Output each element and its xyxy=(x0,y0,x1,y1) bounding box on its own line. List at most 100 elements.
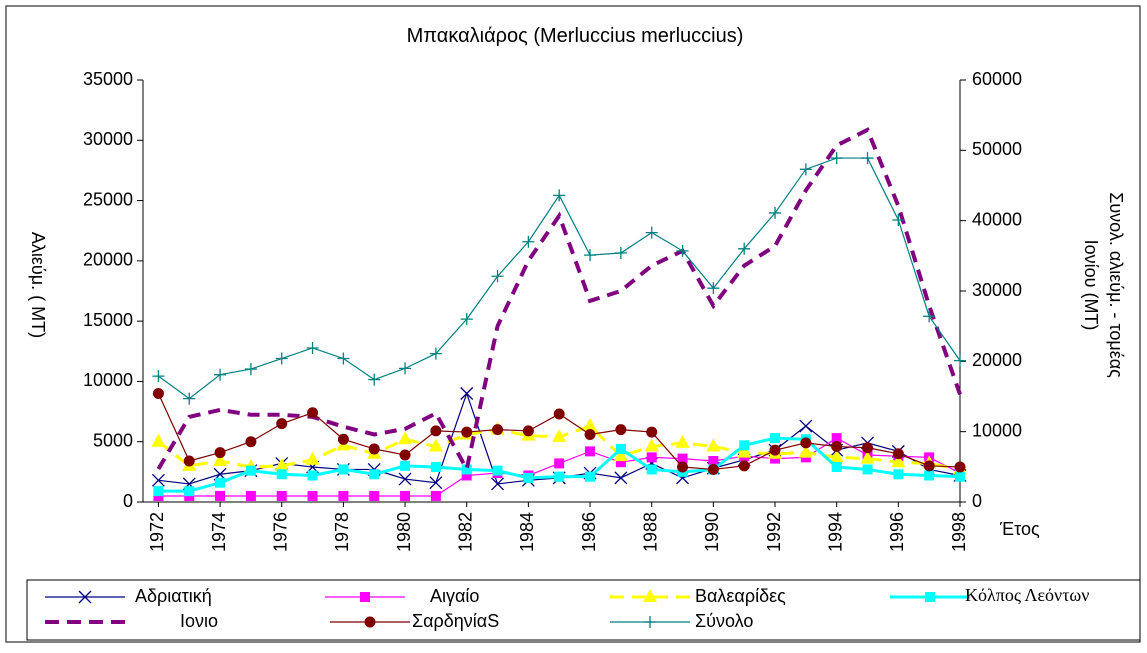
marker xyxy=(585,446,596,457)
x-tick-label: 1976 xyxy=(270,512,290,552)
x-tick-label: 1974 xyxy=(209,512,229,552)
marker xyxy=(369,469,380,480)
marker xyxy=(276,469,287,480)
marker xyxy=(677,461,689,473)
marker xyxy=(614,247,627,260)
x-tick-label: 1982 xyxy=(455,512,475,552)
marker xyxy=(307,407,319,419)
marker xyxy=(613,448,628,462)
marker xyxy=(215,477,226,488)
y2-tick-label: 40000 xyxy=(972,209,1022,229)
marker xyxy=(615,457,626,468)
marker xyxy=(491,477,505,491)
marker xyxy=(215,490,226,501)
y-tick-label: 25000 xyxy=(83,189,133,209)
y-tick-label: 20000 xyxy=(83,250,133,270)
x-tick-label: 1996 xyxy=(887,512,907,552)
marker xyxy=(306,341,319,354)
marker xyxy=(307,490,318,501)
marker xyxy=(646,426,658,438)
marker xyxy=(398,431,413,445)
marker xyxy=(554,471,565,482)
marker xyxy=(955,471,965,482)
marker xyxy=(861,152,874,165)
marker xyxy=(214,368,227,381)
marker xyxy=(338,464,349,475)
y-tick-label: 5000 xyxy=(93,430,133,450)
x-tick-label: 1988 xyxy=(640,512,660,552)
marker xyxy=(492,424,504,436)
marker xyxy=(645,226,658,239)
marker xyxy=(923,460,935,472)
marker xyxy=(706,438,721,452)
marker xyxy=(369,490,380,501)
series-line xyxy=(156,127,962,475)
y2-tick-label: 20000 xyxy=(972,350,1022,370)
marker xyxy=(184,486,195,497)
marker xyxy=(769,206,782,219)
marker xyxy=(677,453,688,464)
marker xyxy=(738,460,750,472)
marker xyxy=(245,465,256,476)
marker xyxy=(584,428,596,440)
marker xyxy=(430,462,441,473)
marker xyxy=(245,436,257,448)
marker xyxy=(954,354,966,367)
marker xyxy=(151,473,165,487)
marker xyxy=(925,592,935,602)
marker xyxy=(954,461,966,473)
marker xyxy=(585,471,596,482)
marker xyxy=(891,454,906,468)
chart-title: Μπακαλιάρος (Merluccius merluccius) xyxy=(407,25,744,47)
legend-label: Αδριατική xyxy=(135,586,212,606)
marker xyxy=(831,433,842,444)
marker xyxy=(892,213,905,226)
y2-tick-label: 50000 xyxy=(972,139,1022,159)
marker xyxy=(338,490,349,501)
marker xyxy=(430,490,441,501)
marker xyxy=(276,418,288,430)
x-tick-label: 1992 xyxy=(764,512,784,552)
x-tick-label: 1998 xyxy=(949,512,969,552)
x-tick-label: 1994 xyxy=(825,512,845,552)
marker xyxy=(78,590,92,604)
legend-box xyxy=(26,579,1141,641)
marker xyxy=(491,270,504,283)
marker xyxy=(770,433,781,444)
marker xyxy=(244,363,257,376)
marker xyxy=(461,426,473,438)
marker xyxy=(430,425,442,437)
marker xyxy=(615,424,627,436)
marker xyxy=(923,310,936,323)
y2-tick-label: 30000 xyxy=(972,280,1022,300)
marker xyxy=(152,370,165,383)
marker xyxy=(214,447,226,459)
marker xyxy=(831,462,842,473)
marker xyxy=(892,448,904,460)
marker xyxy=(153,486,164,497)
marker xyxy=(614,471,628,485)
x-tick-label: 1972 xyxy=(147,512,167,552)
marker xyxy=(522,425,534,437)
marker xyxy=(429,476,443,490)
marker xyxy=(364,616,376,628)
marker xyxy=(675,434,690,448)
legend-label: Βαλεαρίδες xyxy=(695,586,786,606)
marker xyxy=(643,589,657,602)
legend-label: ΣαρδηνίαS xyxy=(412,611,499,631)
marker xyxy=(924,470,935,481)
y2-tick-label: 60000 xyxy=(972,69,1022,89)
y-axis-label: Αλιεύμ. ( MT) xyxy=(28,232,48,338)
marker xyxy=(708,456,719,467)
marker xyxy=(368,373,381,386)
marker xyxy=(554,458,565,469)
marker xyxy=(492,465,503,476)
x-tick-label: 1990 xyxy=(702,512,722,552)
marker xyxy=(152,387,164,399)
marker xyxy=(644,438,659,452)
x-tick-label: 1984 xyxy=(517,512,537,552)
marker xyxy=(799,419,813,433)
marker xyxy=(400,460,411,471)
marker xyxy=(583,418,598,432)
